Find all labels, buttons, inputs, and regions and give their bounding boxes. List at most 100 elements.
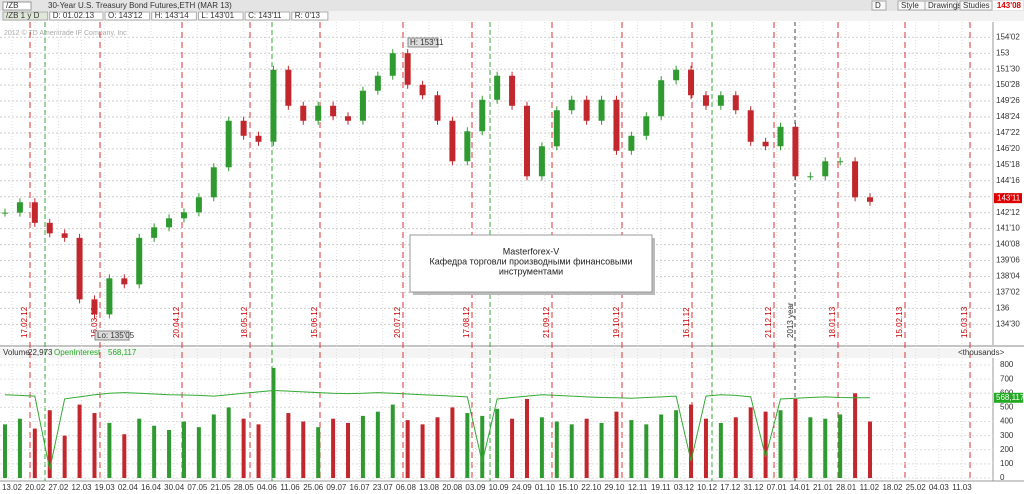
volume-bar (226, 407, 231, 478)
info-field (197, 11, 244, 21)
volume-bar (689, 404, 694, 478)
x-tick-label: 12.03 (71, 483, 92, 492)
candle-body (702, 95, 709, 106)
volume-bar (450, 407, 455, 478)
volume-bar (868, 421, 872, 478)
x-tick-label: 21.05 (211, 483, 232, 492)
candle-body (673, 69, 680, 81)
x-tick-label: 21.01 (813, 483, 834, 492)
x-tick-label: 11.02 (860, 483, 880, 492)
symbol-box[interactable] (2, 1, 32, 11)
candle-body (509, 75, 516, 106)
candle-body (106, 278, 113, 315)
expiry-label: 19.10.12 (612, 306, 621, 338)
price-tick-label: 149'26 (996, 96, 1020, 105)
x-tick-label: 14.01 (790, 483, 811, 492)
candle-body (628, 135, 635, 151)
x-tick-label: 03.12 (674, 483, 695, 492)
x-tick-label: 20.02 (25, 483, 46, 492)
volume-bar (748, 407, 753, 478)
expiry-label: 21.09.12 (542, 306, 551, 338)
candle-body (166, 218, 173, 228)
candle-body (151, 227, 158, 238)
x-tick-label: 27.02 (48, 483, 69, 492)
x-tick-label: 28.01 (836, 483, 857, 492)
x-tick-label: 01.10 (535, 483, 556, 492)
volume-bar (644, 424, 649, 478)
candle-body (389, 53, 396, 76)
volume-bar (405, 420, 410, 478)
x-tick-label: 18.02 (882, 483, 903, 492)
candle-body (777, 126, 784, 147)
candle-body (598, 99, 605, 121)
expiry-label: 18.01.13 (828, 306, 837, 338)
note-text: Masterforex-V (503, 246, 560, 256)
candle-body (523, 105, 530, 177)
candle-body (583, 99, 590, 121)
x-tick-label: 28.05 (234, 483, 255, 492)
volume-bar (629, 420, 634, 478)
candle-body (568, 99, 575, 111)
x-tick-label: 07.05 (187, 483, 208, 492)
volume-bar (614, 411, 619, 478)
x-tick-label: 12.11 (628, 483, 648, 492)
volume-bar (674, 410, 679, 478)
candle-body (867, 197, 873, 202)
volume-bar (524, 398, 529, 478)
candle-body (404, 53, 411, 85)
volume-bar (435, 417, 440, 478)
candle-body (345, 116, 352, 121)
volume-bar (420, 424, 425, 478)
note-box (409, 234, 653, 293)
x-tick-label: 15.10 (558, 483, 579, 492)
volume-bar (271, 367, 276, 478)
volume-header (0, 348, 993, 358)
volume-bar (778, 410, 783, 478)
price-tick-label: 145'18 (996, 160, 1020, 169)
volume-bar (17, 418, 22, 478)
price-tick-label: 146'20 (996, 144, 1020, 153)
candle-body (285, 69, 292, 106)
toolbar-button[interactable] (959, 0, 993, 11)
candle-body (538, 146, 545, 177)
info-text: D: 01.02.13 (53, 11, 95, 20)
expiry-label: 18.05.12 (240, 306, 249, 338)
expiry-label: 15.03.13 (960, 306, 969, 338)
volume-bar (510, 418, 515, 478)
volume-bar (346, 422, 351, 478)
info-text: O: 143'12 (108, 11, 143, 20)
volume-bar (733, 417, 738, 478)
toolbar-button[interactable] (871, 0, 887, 11)
expiry-label: 17.02.12 (20, 306, 29, 338)
info-text: H: 143'14 (155, 11, 190, 20)
volume-bar (539, 417, 544, 478)
price-tick-label: 138'04 (996, 272, 1020, 281)
volume-bar (181, 421, 186, 478)
last-price-tag (994, 193, 1022, 204)
high-box (407, 37, 439, 48)
price-tick-label: 154'02 (996, 32, 1020, 41)
volume-bar (390, 404, 395, 478)
x-tick-label: 31.12 (743, 483, 764, 492)
x-tick-label: 16.07 (350, 483, 371, 492)
info-field (2, 11, 49, 21)
x-tick-label: 25.02 (906, 483, 927, 492)
volume-tick-label: 100 (1000, 459, 1014, 468)
volume-bar (167, 430, 172, 478)
x-tick-label: 03.09 (465, 483, 486, 492)
volume-bar (331, 418, 336, 478)
x-tick-label: 02.04 (118, 483, 139, 492)
title-bar (0, 0, 1024, 11)
volume-bar (316, 427, 321, 478)
year-label: 2013 year (786, 302, 795, 338)
expiry-label: 16.03.12 (90, 306, 99, 338)
toolbar-button[interactable] (924, 0, 958, 11)
x-tick-label: 29.10 (604, 483, 625, 492)
volume-bar (703, 418, 708, 478)
candle-body (732, 95, 739, 111)
toolbar-button-label: Style (901, 1, 919, 10)
x-tick-label: 09.07 (326, 483, 347, 492)
candle-body (792, 126, 799, 177)
volume-bar (375, 411, 380, 478)
